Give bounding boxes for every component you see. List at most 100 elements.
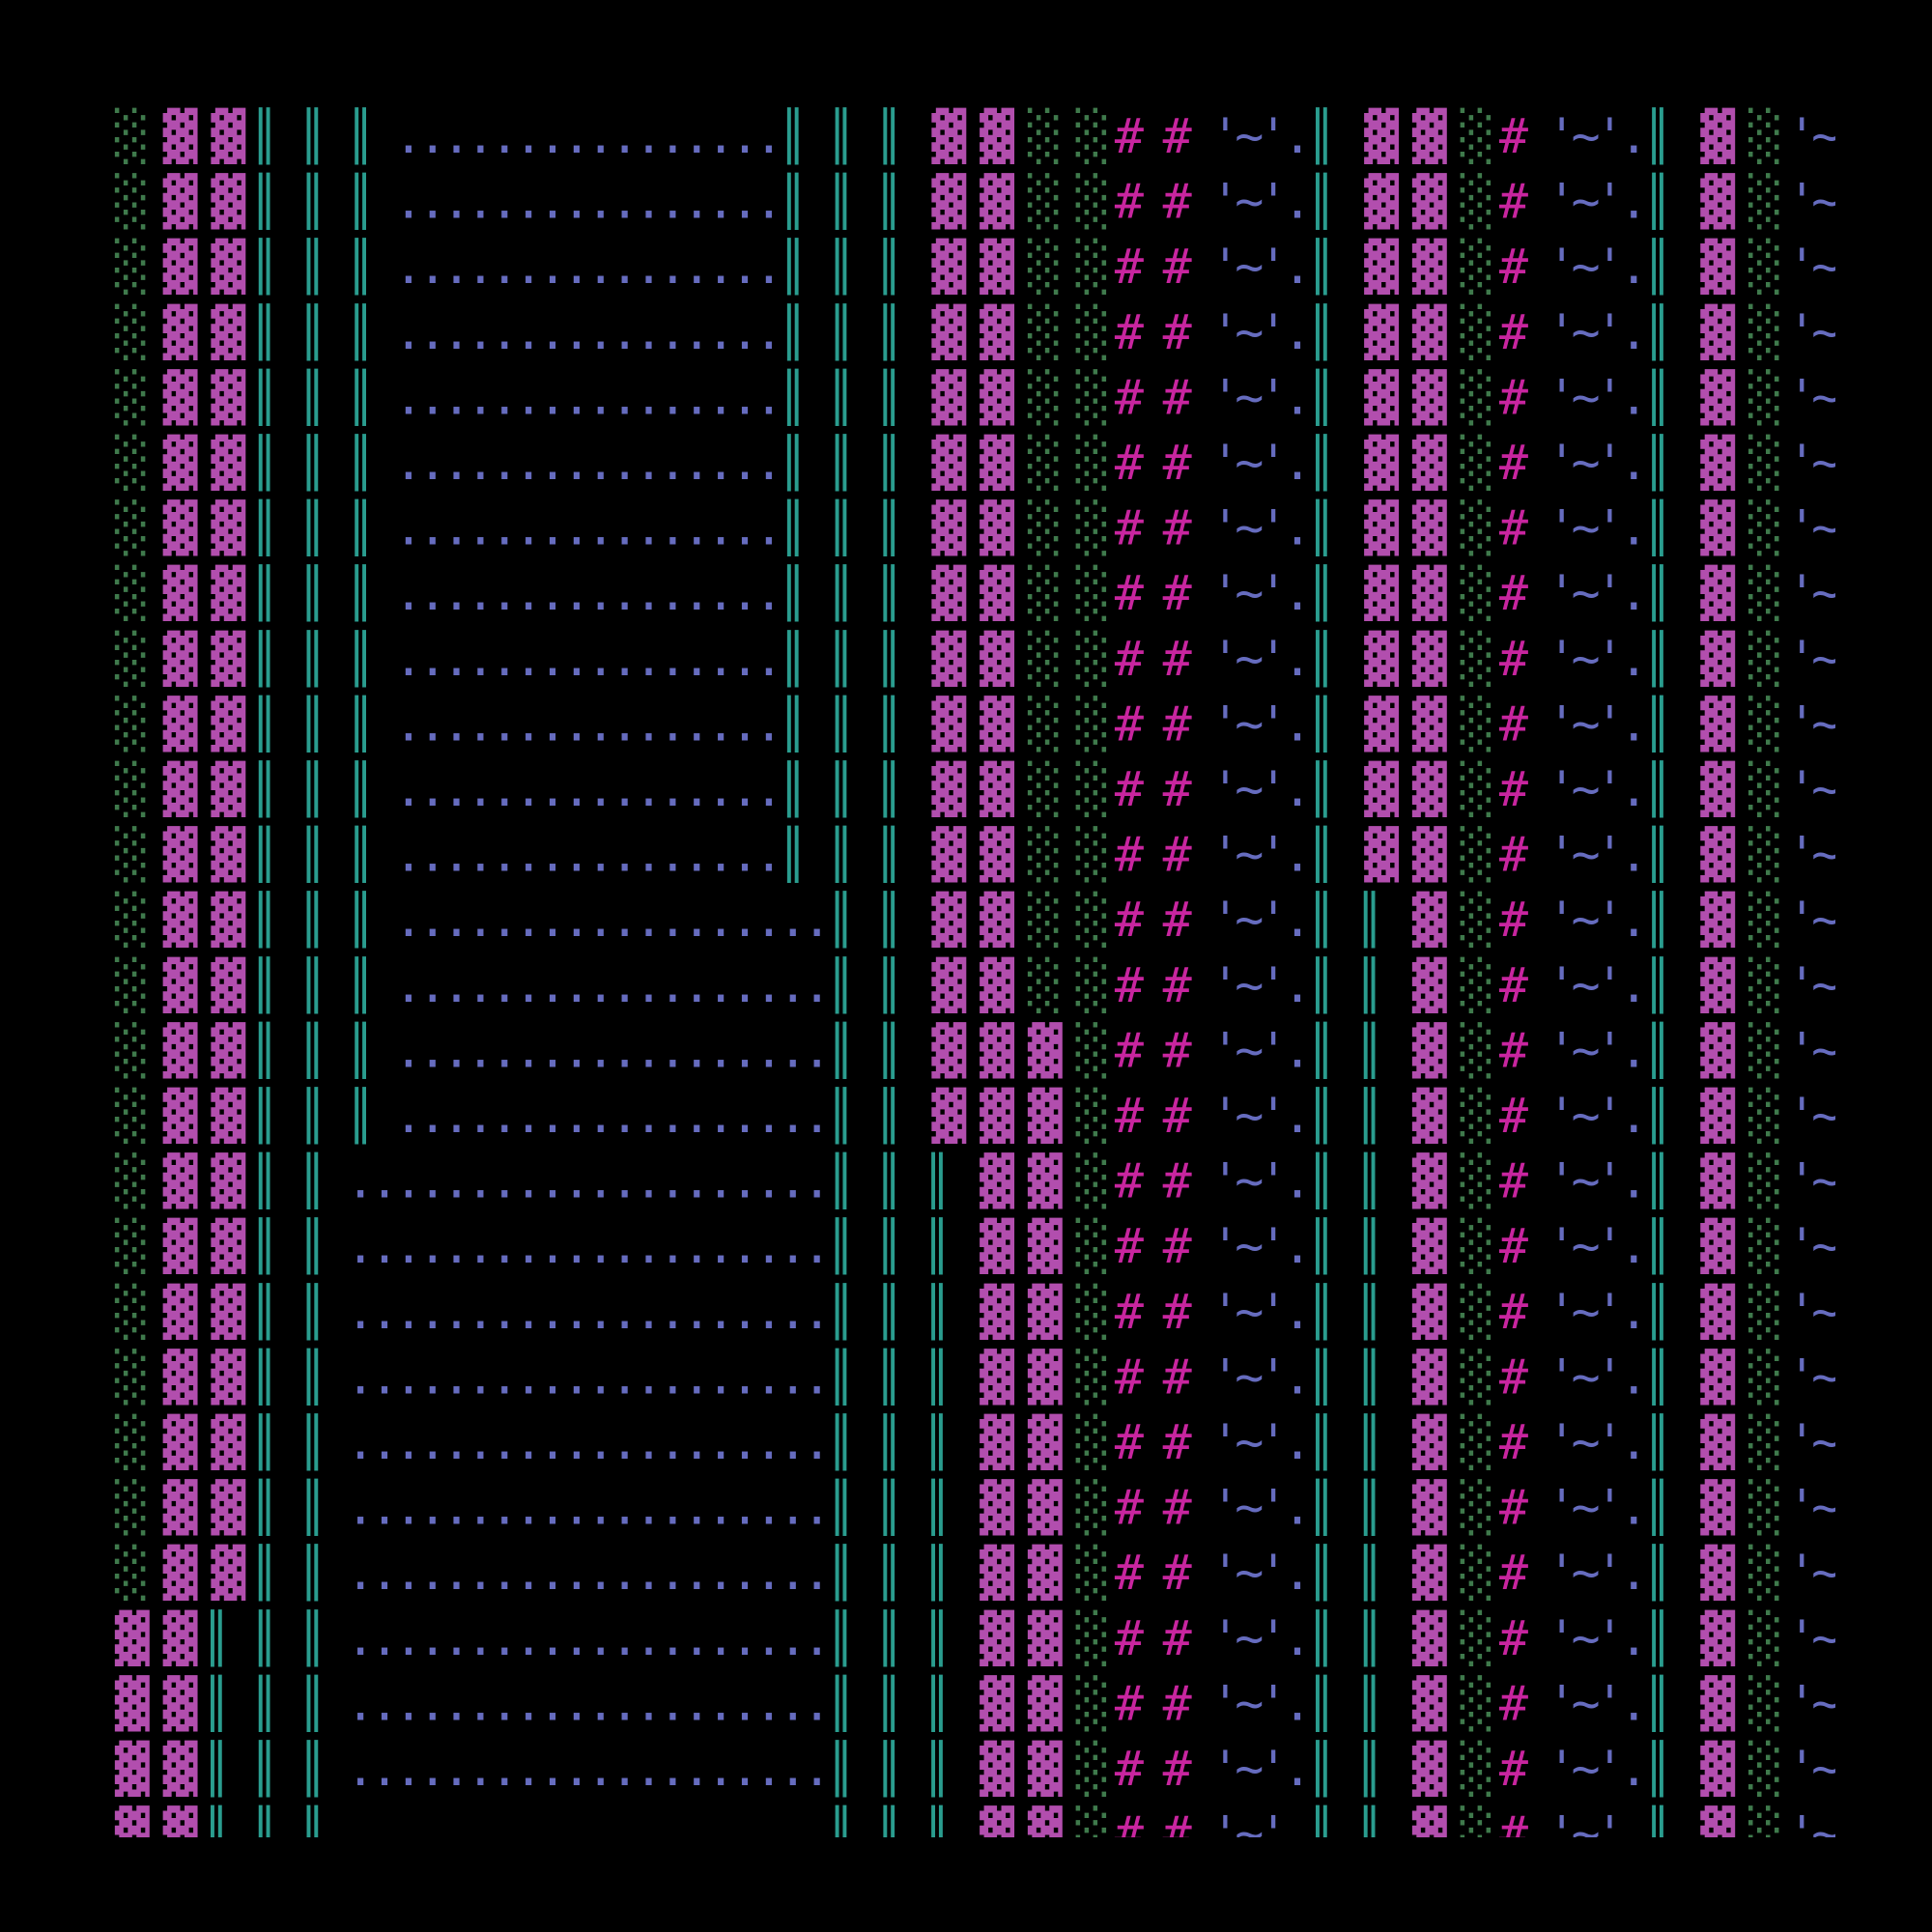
terminal-char: ▓	[1028, 1283, 1064, 1340]
terminal-char: '	[1210, 500, 1239, 556]
terminal-char: .	[418, 957, 447, 1013]
terminal-char: ░	[1076, 107, 1111, 165]
terminal-char: ▓	[1364, 303, 1400, 360]
terminal-char: ░	[1076, 1217, 1111, 1275]
terminal-char: .	[490, 696, 519, 752]
terminal-char: .	[1283, 108, 1312, 164]
terminal-char: '	[1787, 304, 1816, 360]
terminal-char: ▓	[163, 1152, 199, 1209]
terminal-char: ║	[250, 760, 279, 818]
terminal-char: ░	[1748, 1413, 1783, 1471]
terminal-char: ║	[346, 238, 375, 296]
terminal-char: ║	[1307, 368, 1336, 426]
terminal-char: .	[490, 827, 519, 883]
terminal-char: '	[1210, 239, 1239, 295]
terminal-char: .	[538, 827, 567, 883]
terminal-char: ▓	[1700, 303, 1736, 360]
terminal-char: '	[1210, 761, 1239, 817]
terminal-char: .	[442, 239, 471, 295]
terminal-char: ░	[1748, 368, 1783, 426]
terminal-char: .	[490, 369, 519, 425]
terminal-char: ║	[298, 1087, 327, 1145]
terminal-char: ░	[1076, 238, 1111, 296]
terminal-char: .	[635, 696, 664, 752]
terminal-char: ~	[1811, 108, 1840, 164]
terminal-char: ║	[346, 1021, 375, 1079]
terminal-char: ░	[1028, 564, 1063, 622]
terminal-char: ░	[1028, 173, 1063, 231]
terminal-char: .	[394, 696, 423, 752]
terminal-char: ▓	[211, 499, 246, 556]
terminal-char: .	[418, 435, 447, 491]
terminal-char: .	[730, 565, 759, 621]
terminal-char: ║	[779, 173, 808, 231]
terminal-char: .	[706, 696, 735, 752]
terminal-char: .	[803, 957, 832, 1013]
terminal-char: ▓	[1412, 1348, 1448, 1405]
terminal-char: ░	[1748, 826, 1783, 884]
terminal-char: ░	[115, 238, 150, 296]
terminal-char: ~	[1235, 108, 1264, 164]
terminal-char: '	[1259, 435, 1288, 491]
terminal-char: ║	[874, 499, 903, 557]
terminal-char: .	[490, 761, 519, 817]
terminal-char: ║	[298, 564, 327, 622]
terminal-char: .	[394, 239, 423, 295]
terminal-char: #	[1163, 696, 1192, 752]
terminal-char: ░	[1748, 1152, 1783, 1210]
terminal-char: '	[1548, 500, 1577, 556]
terminal-char: ▓	[1412, 1021, 1448, 1078]
terminal-char: ▓	[980, 760, 1015, 817]
terminal-char: ▓	[163, 695, 199, 752]
terminal-char: ▓	[980, 1413, 1015, 1470]
terminal-char: '	[1548, 369, 1577, 425]
terminal-char: .	[562, 108, 591, 164]
terminal-char: ▓	[163, 1348, 199, 1405]
terminal-char	[947, 1218, 976, 1274]
terminal-char: .	[466, 696, 495, 752]
terminal-char: ▓	[931, 238, 967, 295]
terminal-char: ║	[826, 107, 855, 165]
terminal-char: ░	[1461, 695, 1495, 753]
terminal-char: .	[1619, 435, 1648, 491]
terminal-char: ░	[1076, 1544, 1111, 1602]
terminal-char: #	[1499, 108, 1528, 164]
terminal-char: .	[514, 1088, 543, 1144]
terminal-char: .	[490, 108, 519, 164]
terminal-char: ║	[298, 760, 327, 818]
terminal-char: ║	[874, 891, 903, 949]
terminal-char: ║	[1307, 891, 1336, 949]
terminal-char: .	[466, 827, 495, 883]
terminal-char: '	[1595, 631, 1624, 687]
terminal-char: ░	[115, 891, 150, 949]
terminal-char: '	[1595, 304, 1624, 360]
terminal-char: ▓	[1700, 630, 1736, 687]
terminal-char: ░	[1076, 891, 1111, 949]
terminal-char: .	[418, 174, 447, 230]
terminal-char: ~	[1811, 892, 1840, 948]
terminal-char: ░	[1076, 1021, 1111, 1079]
terminal-char: #	[1163, 108, 1192, 164]
terminal-char: .	[611, 239, 639, 295]
terminal-char: ▓	[980, 1217, 1015, 1274]
terminal-row: ░ ▓ ▓ ║ ║ ....................║ ║ ║ ▓ ▓ ░ # # …	[115, 1348, 1889, 1406]
terminal-char: ║	[1643, 173, 1672, 231]
terminal-char: ║	[1355, 891, 1384, 949]
terminal-char: .	[682, 239, 711, 295]
terminal-char	[947, 1675, 976, 1731]
terminal-char: ▓	[1364, 434, 1400, 491]
terminal-char: ▓	[1028, 1021, 1064, 1078]
terminal-char: #	[1163, 435, 1192, 491]
terminal-char: ║	[346, 695, 375, 753]
terminal-char: .	[586, 631, 615, 687]
terminal-char: ░	[115, 173, 150, 231]
terminal-char: .	[682, 761, 711, 817]
terminal-char: ~	[1571, 761, 1600, 817]
terminal-char: .	[442, 827, 471, 883]
terminal-char: '	[1210, 696, 1239, 752]
terminal-char: ║	[874, 173, 903, 231]
terminal-char: ░	[115, 1413, 150, 1471]
terminal-char: ▓	[980, 1674, 1015, 1731]
terminal-char: ║	[1307, 956, 1336, 1014]
terminal-char	[898, 761, 927, 817]
